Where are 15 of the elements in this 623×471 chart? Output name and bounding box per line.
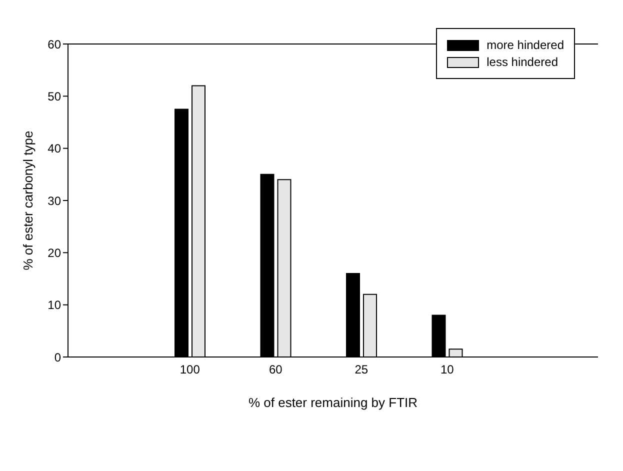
legend-label: less hindered (486, 55, 558, 69)
legend-label: more hindered (486, 38, 564, 52)
x-tick-label: 10 (440, 362, 454, 377)
x-tick-label: 100 (180, 362, 200, 377)
y-tick-label: 0 (54, 350, 62, 364)
y-tick-label: 30 (48, 194, 62, 208)
y-tick-label: 40 (48, 142, 62, 156)
x-tick-label: 25 (354, 362, 368, 377)
y-tick-label: 50 (48, 89, 62, 104)
x-axis-title: % of ester remaining by FTIR (248, 395, 418, 410)
y-tick-label: 20 (48, 246, 62, 260)
y-tick-label: 10 (48, 298, 62, 312)
y-axis-title: % of ester carbonyl type (20, 130, 36, 270)
y-tick-label: 60 (48, 37, 62, 52)
x-tick-label: 60 (268, 362, 283, 377)
